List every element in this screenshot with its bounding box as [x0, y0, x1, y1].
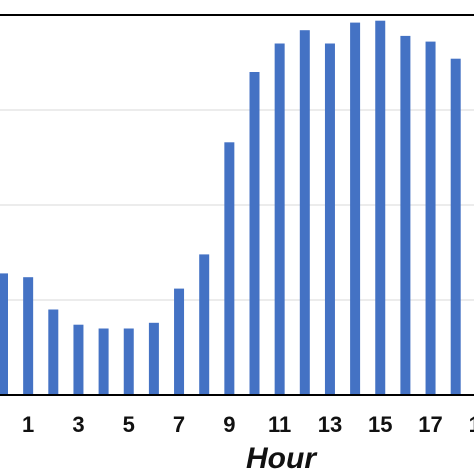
bar-hour-7 [174, 288, 185, 395]
bar-hour-16 [400, 35, 411, 396]
x-tick-label: 3 [72, 412, 84, 437]
x-tick-labels: 135791113151719 [22, 412, 474, 437]
bar-hour-10 [249, 72, 260, 395]
bar-hour-9 [224, 142, 235, 395]
bar-hour-11 [274, 43, 285, 395]
x-tick-label: 19 [469, 412, 474, 437]
bar-hour-4 [98, 328, 109, 395]
x-tick-label: 7 [173, 412, 185, 437]
x-tick-label: 15 [368, 412, 392, 437]
x-tick-label: 5 [123, 412, 135, 437]
x-axis-title: Hour [246, 442, 318, 474]
bar-hour-12 [299, 30, 310, 395]
bar-hour-6 [148, 322, 159, 395]
bar-hour-1 [23, 277, 34, 395]
bar-hour-13 [324, 43, 335, 395]
bar-hour-3 [73, 324, 84, 395]
bar-hour-0 [0, 273, 8, 395]
bar-hour-17 [425, 41, 436, 395]
bar-hour-14 [350, 22, 361, 395]
x-tick-label: 9 [223, 412, 235, 437]
x-tick-label: 13 [318, 412, 342, 437]
bar-hour-15 [375, 20, 386, 395]
bar-hour-5 [123, 328, 134, 395]
x-tick-label: 17 [418, 412, 442, 437]
gridlines [0, 14, 474, 301]
bars [0, 20, 461, 396]
bar-hour-8 [199, 254, 210, 395]
x-tick-label: 11 [268, 412, 291, 437]
x-tick-label: 1 [22, 412, 34, 437]
bar-hour-2 [48, 309, 59, 395]
bar-hour-18 [450, 58, 461, 395]
